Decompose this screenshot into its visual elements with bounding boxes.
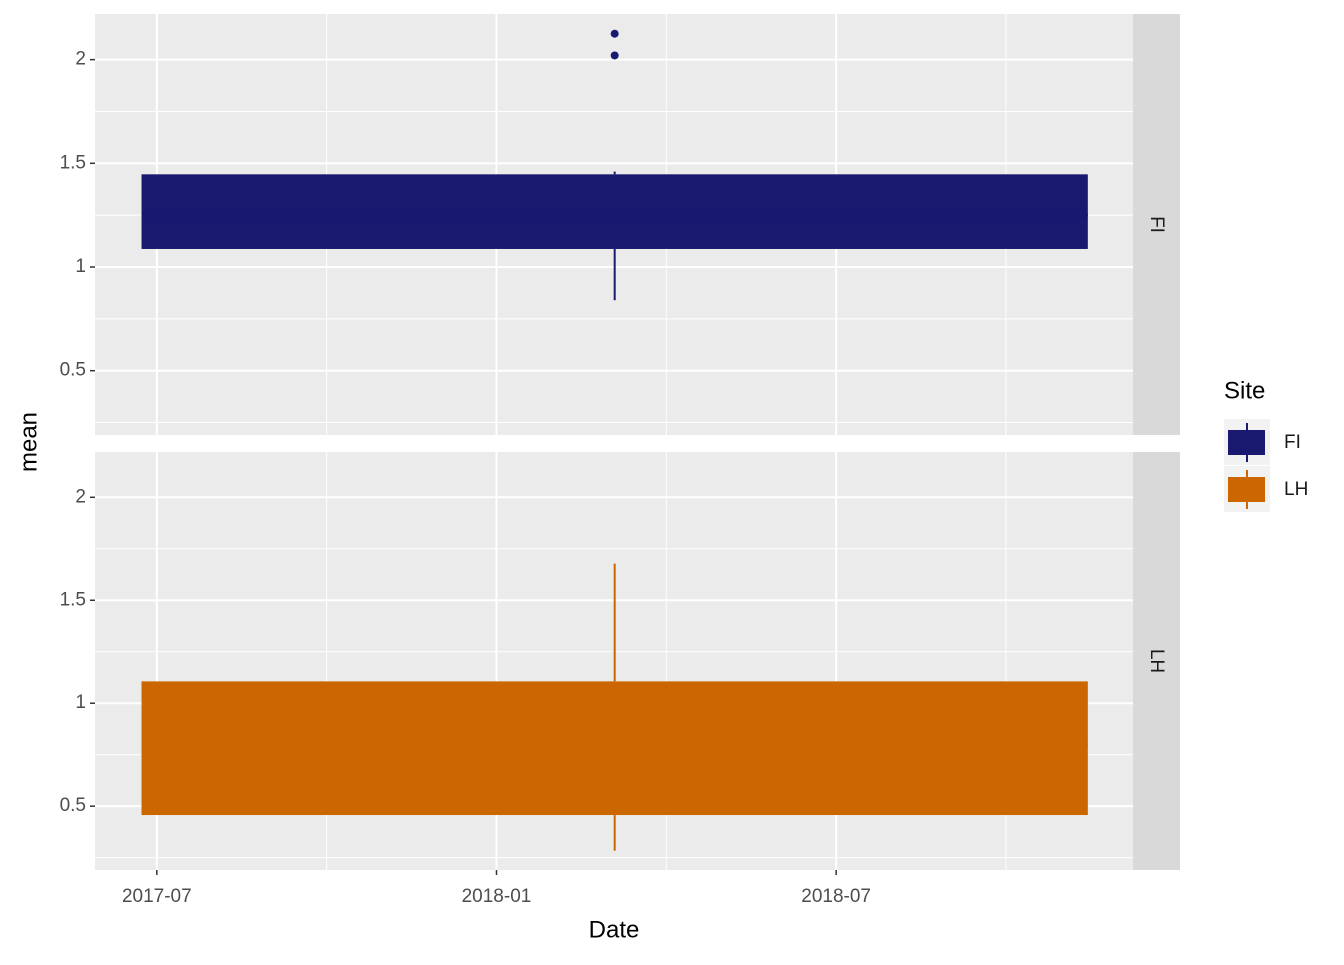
y-tick-label: 1.5 (60, 589, 86, 610)
legend-title: Site (1224, 377, 1265, 404)
box (141, 681, 1088, 816)
y-tick-label: 1 (75, 692, 86, 713)
y-axis-label: mean (15, 412, 42, 472)
y-tick-label: 0.5 (60, 360, 86, 381)
legend-label: LH (1284, 479, 1308, 500)
legend-key (1228, 477, 1265, 502)
y-tick-label: 2 (75, 486, 86, 507)
strip-background (1133, 452, 1180, 870)
strip-label: LH (1146, 649, 1167, 673)
y-tick-label: 1 (75, 256, 86, 277)
box (141, 174, 1088, 249)
x-tick-label: 2017-07 (122, 886, 192, 907)
y-tick-label: 2 (75, 49, 86, 70)
y-tick-label: 1.5 (60, 152, 86, 173)
strip-label: FI (1146, 216, 1167, 233)
y-tick-label: 0.5 (60, 795, 86, 816)
x-axis-label: Date (589, 916, 640, 943)
outlier (610, 29, 619, 38)
strip-background (1133, 14, 1180, 435)
legend-label: FI (1284, 432, 1301, 453)
legend-key (1228, 430, 1265, 455)
x-tick-label: 2018-07 (801, 886, 871, 907)
x-tick-label: 2018-01 (462, 886, 532, 907)
outlier (610, 51, 619, 60)
